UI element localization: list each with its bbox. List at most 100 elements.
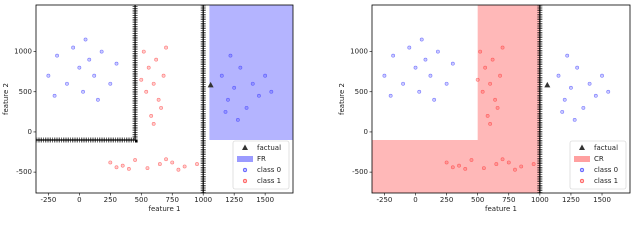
- point: [159, 105, 163, 110]
- boundary: [36, 5, 136, 141]
- point: [475, 77, 480, 82]
- y-tick-label: 500: [19, 88, 32, 96]
- point: [569, 85, 573, 90]
- x-tick-label: 500: [471, 196, 484, 204]
- point: [488, 122, 493, 126]
- point: [223, 109, 228, 114]
- x-tick-label: 250: [104, 196, 117, 204]
- point: [164, 45, 168, 50]
- point: [519, 164, 524, 169]
- point: [485, 113, 490, 118]
- point: [606, 89, 611, 94]
- point: [565, 53, 570, 58]
- point: [382, 73, 387, 78]
- x-axis-label: feature 1: [485, 205, 517, 213]
- point: [457, 163, 461, 168]
- x-tick-label: 1500: [256, 196, 274, 204]
- point: [154, 57, 159, 62]
- point: [244, 105, 249, 110]
- point: [164, 157, 168, 162]
- point: [469, 158, 474, 162]
- point: [531, 162, 536, 166]
- y-tick-label: -500: [16, 168, 32, 176]
- y-tick-label: 0: [364, 128, 368, 136]
- x-tick-label: -250: [40, 196, 56, 204]
- point: [482, 166, 486, 170]
- point: [96, 97, 100, 102]
- point: [65, 81, 69, 86]
- point: [391, 53, 396, 58]
- point: [87, 57, 92, 62]
- y-axis-label: feature 2: [2, 83, 10, 115]
- point: [562, 97, 567, 102]
- point: [417, 89, 422, 94]
- point: [151, 81, 156, 86]
- point: [161, 73, 166, 78]
- point: [235, 117, 240, 122]
- legend-label: class 1: [594, 177, 618, 185]
- y-tick-label: 500: [355, 88, 368, 96]
- point: [480, 89, 485, 94]
- point: [478, 49, 483, 54]
- legend-marker: [242, 178, 248, 184]
- legend-label: factual: [257, 144, 281, 152]
- point: [432, 97, 437, 102]
- point: [413, 65, 418, 70]
- point: [232, 85, 237, 90]
- point: [55, 53, 59, 58]
- x-tick-label: 750: [166, 196, 179, 204]
- point: [600, 73, 604, 78]
- point: [133, 158, 137, 162]
- point: [401, 81, 405, 86]
- point: [219, 73, 224, 78]
- point: [490, 57, 495, 62]
- point: [141, 49, 146, 54]
- x-tick-label: 1250: [562, 196, 580, 204]
- point: [560, 109, 565, 114]
- point: [120, 163, 125, 168]
- point: [500, 45, 505, 50]
- x-tick-label: -250: [376, 196, 392, 204]
- y-axis-label: feature 2: [338, 83, 346, 115]
- point: [423, 57, 428, 62]
- point: [495, 105, 500, 110]
- legend-marker: [574, 156, 590, 162]
- point: [593, 93, 598, 98]
- region: [372, 5, 540, 193]
- x-axis-label: feature 1: [149, 205, 181, 213]
- point: [444, 81, 449, 86]
- plot-area: [372, 5, 611, 193]
- point: [435, 49, 440, 54]
- point: [71, 45, 76, 50]
- point: [114, 61, 119, 66]
- point: [146, 65, 151, 70]
- legend-label: factual: [594, 144, 618, 152]
- point: [450, 165, 455, 170]
- legend-box: [232, 140, 290, 190]
- y-tick-label: -500: [352, 168, 368, 176]
- chart: -250 0 250 500 750 1000 1250 1500 -500 0 500 1000 fe…: [2, 4, 294, 213]
- legend-marker: [242, 144, 248, 150]
- point: [388, 93, 393, 98]
- point: [488, 81, 493, 86]
- point: [195, 162, 199, 166]
- point: [250, 81, 255, 86]
- point: [77, 65, 82, 70]
- x-tick-label: 250: [440, 196, 453, 204]
- figure: -250 0 250 500 750 1000 1250 1500 -500 0 500 1000 fe…: [2, 4, 631, 213]
- point: [257, 93, 261, 98]
- x-tick-label: 1500: [593, 196, 611, 204]
- point: [108, 160, 113, 165]
- point: [513, 167, 517, 172]
- point: [170, 160, 175, 165]
- point: [238, 65, 243, 70]
- point: [226, 97, 230, 102]
- x-tick-label: 1250: [225, 196, 243, 204]
- axes-frame: [35, 4, 294, 194]
- point: [269, 89, 274, 94]
- point: [581, 105, 586, 110]
- factual-marker: [544, 81, 551, 88]
- point: [483, 65, 488, 70]
- legend-label: CR: [594, 155, 604, 163]
- point: [92, 73, 97, 78]
